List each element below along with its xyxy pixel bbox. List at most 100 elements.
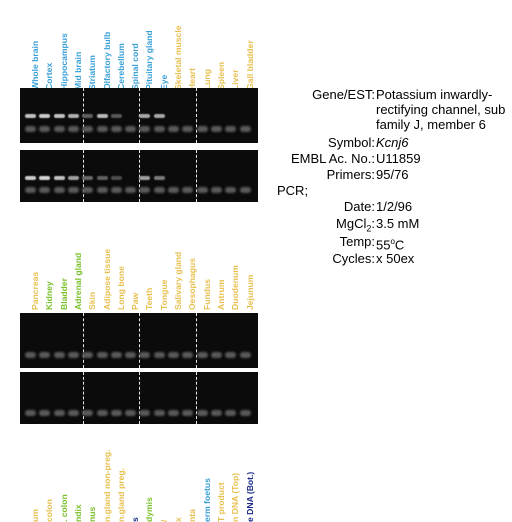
primer-band <box>53 187 65 193</box>
pcr-conditions: Date: 1/2/96 MgCl2: 3.5 mM Temp: 55oC Cy… <box>258 200 512 280</box>
pcr-band <box>67 114 79 118</box>
primer-band <box>210 410 222 416</box>
primer-band <box>225 187 237 193</box>
primer-band <box>182 352 194 358</box>
lane-label: Paw <box>130 292 141 310</box>
lane-divider <box>196 150 197 202</box>
primer-band <box>210 126 222 132</box>
lane-label: Olfactory bulb <box>101 31 112 90</box>
primer-band <box>96 187 108 193</box>
primer-band <box>125 410 137 416</box>
lane-label: Striatum <box>87 55 98 90</box>
lane-label: nus <box>87 506 98 522</box>
pcr-band <box>139 114 151 118</box>
primer-band <box>153 126 165 132</box>
pcr-band <box>67 176 79 180</box>
primer-band <box>139 187 151 193</box>
lane-label: Pancreas <box>30 271 40 310</box>
lane-label: Spleen <box>215 61 226 90</box>
embl-value: U11859 <box>376 151 421 166</box>
primer-band <box>168 187 179 193</box>
gene-name-line1: Potassium inwardly- <box>376 87 493 102</box>
lane-label: Duodenum <box>230 265 241 310</box>
pcr-band <box>110 114 122 118</box>
primer-band <box>67 187 79 193</box>
primer-band <box>25 352 36 358</box>
pcr-band <box>139 176 151 180</box>
gene-key: Gene/EST: <box>312 87 375 102</box>
pcr-band <box>53 114 65 118</box>
pcr-band <box>53 176 65 180</box>
lane-label: Antrum <box>215 279 226 310</box>
primer-band <box>239 410 251 416</box>
lane-divider <box>83 313 84 368</box>
pcr-band <box>82 114 94 118</box>
lane-label: erm foetus <box>201 478 212 522</box>
pcr-band <box>25 176 36 180</box>
lane-label: Adrenal gland <box>72 252 83 310</box>
primer-band <box>239 352 251 358</box>
primer-band <box>153 410 165 416</box>
primer-band <box>39 352 51 358</box>
pcr-band <box>39 176 51 180</box>
lane-label: Gall bladder <box>244 40 255 90</box>
lane-label: Salivary gland <box>173 251 183 310</box>
primer-band <box>182 187 194 193</box>
primer-band <box>139 352 151 358</box>
lane-label: Bladder <box>58 278 69 310</box>
primer-band <box>210 352 222 358</box>
lane-label: Lung <box>201 69 212 90</box>
gene-name-line2: rectifying channel, sub <box>376 102 506 117</box>
lane-label: T product <box>215 482 226 522</box>
primer-band <box>82 352 94 358</box>
lane-label: um <box>30 509 40 522</box>
gene-name-line3: family J, member 6 <box>376 117 486 132</box>
gene-info-panel: Gene/EST: Potassium inwardly- rectifying… <box>258 0 512 200</box>
pcr-band <box>153 176 165 180</box>
primer-band <box>168 352 179 358</box>
primer-band <box>182 410 194 416</box>
lane-label: Fundus <box>201 278 212 310</box>
lane-label: Whole brain <box>30 40 40 90</box>
mgcl2-key: MgCl2: <box>336 216 375 234</box>
primer-band <box>39 187 51 193</box>
temp-key: Temp: <box>339 234 375 249</box>
lane-label: nta <box>187 509 198 522</box>
panel2-gel-top <box>20 313 258 368</box>
primer-band <box>196 410 208 416</box>
lane-label: Spinal cord <box>130 43 141 90</box>
primer-band <box>39 126 51 132</box>
primer-band <box>110 352 122 358</box>
pcr-band <box>110 176 122 180</box>
primer-band <box>110 410 122 416</box>
lane-label: colon <box>44 499 55 522</box>
primer-band <box>110 126 122 132</box>
primer-band <box>53 352 65 358</box>
lane-divider <box>196 313 197 368</box>
pcr-band <box>25 114 36 118</box>
symbol-value: Kcnj6 <box>376 135 409 150</box>
primer-band <box>53 126 65 132</box>
primer-band <box>82 187 94 193</box>
lane-label: Heart <box>187 68 198 90</box>
lane-label: . colon <box>58 494 69 522</box>
lane-divider <box>196 88 197 143</box>
lane-label: e DNA (Bot.) <box>244 471 255 522</box>
lane-label: Skin <box>87 291 98 310</box>
pcr-band <box>96 176 108 180</box>
lane-label: ndix <box>72 504 83 522</box>
primer-band <box>139 126 151 132</box>
lane-label: Jejunum <box>244 274 255 310</box>
primer-band <box>153 187 165 193</box>
lane-label: Mid brain <box>72 51 83 90</box>
pcr-band <box>82 176 94 180</box>
lane-label: Skeletal muscle <box>173 25 183 91</box>
primer-band <box>39 410 51 416</box>
primer-band <box>168 410 179 416</box>
lane-label: s <box>130 517 141 522</box>
pcr-band <box>153 114 165 118</box>
lane-label: Liver <box>230 69 241 90</box>
primer-band <box>182 126 194 132</box>
primer-band <box>225 352 237 358</box>
lane-label: Tongue <box>158 279 169 310</box>
